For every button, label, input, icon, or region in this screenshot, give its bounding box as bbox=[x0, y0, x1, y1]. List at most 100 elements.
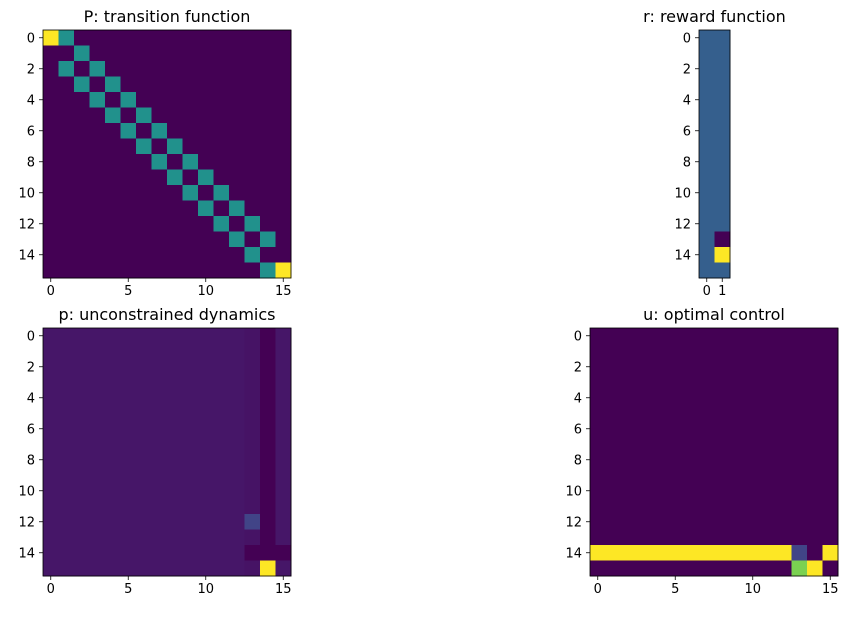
heatmap-cell bbox=[89, 154, 106, 170]
heatmap-cell bbox=[58, 483, 75, 499]
heatmap-cell bbox=[105, 107, 121, 124]
heatmap-cell bbox=[58, 247, 75, 263]
heatmap-cell bbox=[229, 76, 245, 93]
heatmap-cell bbox=[699, 200, 715, 217]
heatmap-cell bbox=[120, 61, 137, 77]
heatmap-cell bbox=[213, 374, 230, 391]
heatmap-cell bbox=[667, 560, 684, 577]
heatmap-cell bbox=[213, 30, 230, 46]
heatmap-cell bbox=[105, 92, 121, 108]
heatmap-cell bbox=[229, 328, 245, 344]
heatmap-cell bbox=[807, 343, 823, 360]
heatmap-cell bbox=[151, 328, 168, 344]
heatmap-cell bbox=[167, 169, 183, 186]
heatmap-cell bbox=[745, 514, 761, 530]
heatmap-cell bbox=[58, 185, 75, 201]
heatmap-cell bbox=[244, 436, 261, 453]
heatmap-cell bbox=[43, 61, 59, 77]
heatmap-cell bbox=[43, 343, 59, 360]
heatmap-cell bbox=[43, 452, 59, 468]
heatmap-cell bbox=[198, 452, 214, 468]
heatmap-cell bbox=[590, 405, 606, 422]
y-tick-label: 2 bbox=[27, 360, 35, 375]
heatmap-cell bbox=[652, 452, 668, 468]
heatmap-cell bbox=[229, 560, 245, 577]
heatmap-cell bbox=[260, 92, 276, 108]
heatmap-cell bbox=[621, 374, 637, 391]
heatmap-cell bbox=[120, 467, 137, 484]
heatmap-cell bbox=[105, 483, 121, 499]
heatmap-cell bbox=[89, 452, 106, 468]
heatmap-cell bbox=[605, 374, 622, 391]
heatmap-cell bbox=[698, 359, 715, 375]
heatmap-cell bbox=[699, 45, 715, 62]
heatmap-cell bbox=[605, 343, 622, 360]
heatmap-cell bbox=[136, 343, 152, 360]
heatmap-cell bbox=[120, 498, 137, 515]
heatmap-cell bbox=[182, 76, 199, 93]
heatmap-cell bbox=[182, 262, 199, 279]
heatmap-cell bbox=[198, 154, 214, 170]
heatmap-cell bbox=[182, 560, 199, 577]
heatmap-cell bbox=[43, 185, 59, 201]
heatmap-cell bbox=[714, 200, 731, 217]
heatmap-cell bbox=[89, 247, 106, 263]
heatmap-cell bbox=[167, 467, 183, 484]
heatmap-cell bbox=[260, 200, 276, 217]
heatmap-cell bbox=[745, 529, 761, 546]
chart-title: P: transition function bbox=[84, 7, 251, 26]
heatmap-cell bbox=[136, 92, 152, 108]
heatmap-cell bbox=[167, 154, 183, 170]
heatmap-cell bbox=[776, 421, 792, 437]
heatmap-cell bbox=[167, 421, 183, 437]
heatmap-cell bbox=[714, 169, 731, 186]
heatmap-cell bbox=[652, 483, 668, 499]
heatmap-cell bbox=[198, 123, 214, 139]
heatmap-cell bbox=[105, 262, 121, 279]
heatmap-cell bbox=[167, 452, 183, 468]
heatmap-cell bbox=[699, 169, 715, 186]
heatmap-cell bbox=[58, 154, 75, 170]
heatmap-cell bbox=[275, 545, 292, 561]
heatmap-cell bbox=[105, 498, 121, 515]
heatmap-cell bbox=[729, 421, 746, 437]
heatmap-cell bbox=[636, 560, 653, 577]
heatmap-cell bbox=[275, 498, 292, 515]
heatmap-cell bbox=[89, 498, 106, 515]
heatmap-cell bbox=[198, 30, 214, 46]
heatmap-cell bbox=[776, 560, 792, 577]
heatmap-cell bbox=[105, 529, 121, 546]
heatmap-cell bbox=[621, 405, 637, 422]
heatmap-cell bbox=[43, 138, 59, 155]
heatmap-cell bbox=[667, 328, 684, 344]
heatmap-cell bbox=[791, 374, 808, 391]
heatmap-cell bbox=[198, 545, 214, 561]
heatmap-cell bbox=[275, 107, 292, 124]
heatmap-cell bbox=[182, 436, 199, 453]
heatmap-cell bbox=[807, 405, 823, 422]
heatmap-cell bbox=[652, 560, 668, 577]
heatmap-cell bbox=[729, 390, 746, 406]
heatmap-cell bbox=[791, 514, 808, 530]
heatmap-cell bbox=[120, 154, 137, 170]
heatmap-cell bbox=[605, 452, 622, 468]
heatmap-cell bbox=[58, 343, 75, 360]
heatmap-cell bbox=[714, 452, 730, 468]
heatmap-cell bbox=[652, 514, 668, 530]
y-tick-label: 0 bbox=[574, 329, 582, 344]
heatmap-cell bbox=[213, 483, 230, 499]
heatmap-cell bbox=[229, 359, 245, 375]
heatmap-cell bbox=[105, 560, 121, 577]
heatmap-cell bbox=[151, 560, 168, 577]
y-tick-label: 0 bbox=[683, 31, 691, 46]
heatmap-cell bbox=[760, 467, 777, 484]
heatmap-cell bbox=[590, 452, 606, 468]
heatmap-cell bbox=[807, 359, 823, 375]
heatmap-cell bbox=[136, 231, 152, 248]
heatmap-cell bbox=[683, 359, 699, 375]
heatmap-cell bbox=[151, 200, 168, 217]
heatmap-cell bbox=[120, 185, 137, 201]
x-tick-label: 5 bbox=[671, 582, 679, 597]
y-tick-label: 4 bbox=[27, 93, 35, 108]
heatmap-cell bbox=[120, 107, 137, 124]
